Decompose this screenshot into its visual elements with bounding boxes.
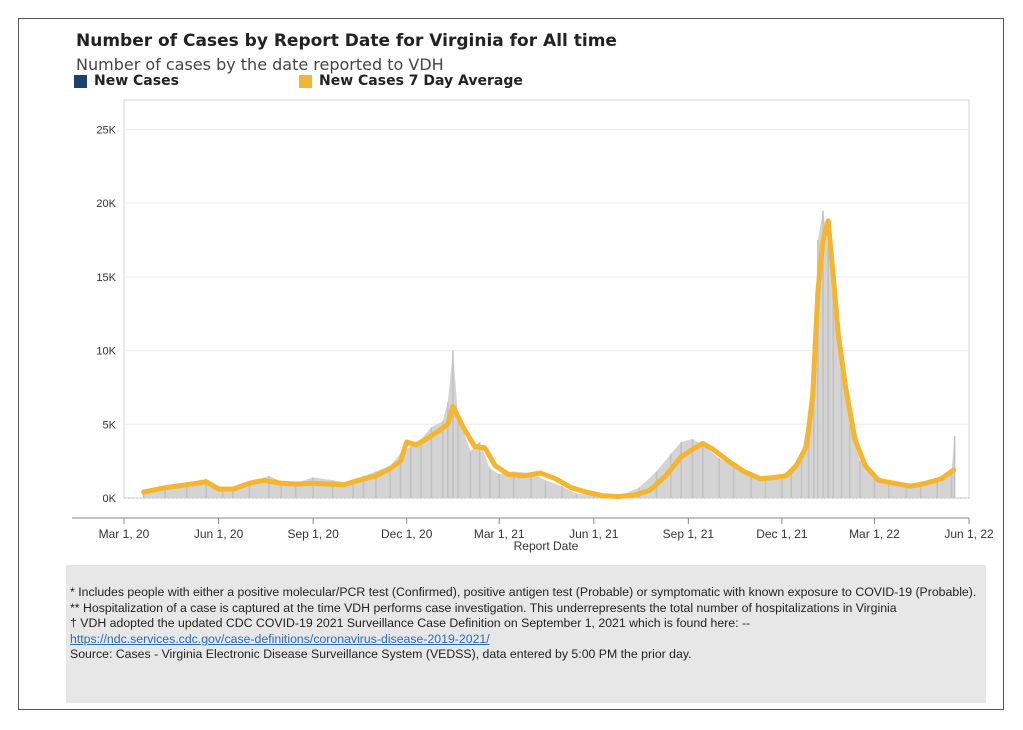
new-cases-bar — [410, 446, 412, 498]
cdc-definition-link[interactable]: https://ndc.services.cdc.gov/case-defini… — [70, 631, 490, 646]
y-tick-label: 0K — [103, 493, 117, 505]
new-cases-bar — [888, 483, 890, 498]
x-tick-label: Jun 1, 20 — [194, 527, 244, 541]
x-axis-label: Report Date — [514, 539, 579, 553]
new-cases-bar — [294, 483, 297, 498]
new-cases-bar — [457, 416, 459, 498]
legend-swatch-7-day-average — [299, 74, 312, 88]
new-cases-bar — [441, 421, 444, 498]
legend-item-new-cases[interactable]: New Cases — [74, 73, 179, 89]
new-cases-bar — [919, 481, 922, 498]
new-cases-bar — [430, 427, 433, 498]
chart-subtitle: Number of cases by the date reported to … — [76, 55, 444, 74]
chart-frame — [18, 18, 1004, 710]
new-cases-bar — [848, 424, 851, 498]
new-cases-bar — [905, 487, 908, 498]
new-cases-bar — [859, 461, 861, 498]
x-tick-label: Sep 1, 20 — [287, 527, 339, 541]
new-cases-bar — [352, 483, 355, 498]
new-cases-bar — [280, 481, 283, 498]
new-cases-bar — [142, 493, 145, 498]
new-cases-bar — [822, 210, 824, 499]
x-axis-ticks: Mar 1, 20 Jun 1, 20 Sep 1, 20 Dec 1, 20 Mar … — [99, 518, 994, 541]
new-cases-bar — [399, 453, 402, 498]
new-cases-bar — [478, 441, 481, 498]
new-cases-bar — [832, 291, 835, 498]
y-tick-label: 5K — [103, 419, 117, 431]
new-cases-bar — [680, 441, 682, 498]
new-cases-bars — [142, 210, 956, 499]
x-tick-label: Dec 1, 20 — [381, 527, 433, 541]
new-cases-bar — [670, 453, 672, 498]
new-cases-bar — [873, 478, 876, 498]
new-cases-bar — [781, 474, 783, 498]
legend-item-7-day-average[interactable]: New Cases 7 Day Average — [299, 73, 523, 89]
new-cases-bar — [800, 453, 803, 498]
new-cases-bar — [575, 493, 578, 498]
new-cases-bar — [248, 483, 251, 498]
footnote-confirmed: * Includes people with either a positive… — [70, 585, 977, 599]
x-tick-label: Mar 1, 21 — [474, 527, 525, 541]
new-cases-bar — [530, 472, 532, 498]
x-tick-label: Mar 1, 22 — [849, 527, 900, 541]
new-cases-bar — [362, 475, 365, 498]
new-cases-bar — [691, 439, 694, 498]
new-cases-bar — [312, 477, 314, 498]
new-cases-bar — [498, 474, 501, 498]
x-tick-label: Mar 1, 20 — [99, 527, 150, 541]
new-cases-bar — [389, 465, 392, 498]
x-tick-label: Jun 1, 21 — [569, 527, 619, 541]
footnote-hospitalization: ** Hospitalization of a case is captured… — [70, 600, 897, 615]
y-tick-label: 25K — [96, 124, 116, 136]
y-tick-label: 10K — [96, 346, 116, 358]
new-cases-bar — [953, 436, 956, 498]
new-cases-bar — [420, 439, 422, 498]
new-cases-bar — [221, 487, 224, 498]
new-cases-bar — [452, 350, 454, 498]
x-tick-label: Dec 1, 21 — [756, 527, 808, 541]
y-axis-ticks: 0K 5K 10K 15K 20K 25K — [96, 124, 116, 505]
new-cases-bar — [950, 469, 953, 498]
legend-label-7-day-average: New Cases 7 Day Average — [319, 73, 523, 89]
new-cases-bar — [469, 450, 472, 498]
new-cases-bar — [592, 495, 595, 498]
new-cases-bar — [561, 486, 563, 498]
new-cases-bar — [185, 483, 188, 498]
new-cases-bar — [447, 402, 449, 498]
new-cases-bar — [718, 458, 721, 498]
footnotes-panel: * Includes people with either a positive… — [66, 565, 986, 703]
new-cases-bar — [512, 471, 515, 498]
new-cases-bar — [936, 478, 938, 498]
new-cases-bar — [812, 365, 815, 498]
legend-swatch-new-cases — [74, 74, 87, 88]
new-cases-bar — [544, 480, 547, 498]
chart-title: Number of Cases by Report Date for Virgi… — [76, 31, 617, 51]
new-cases-bar — [701, 444, 704, 498]
new-cases-bar — [840, 365, 843, 498]
new-cases-bar — [807, 416, 810, 498]
footnote-case-definition: † VDH adopted the updated CDC COVID-19 2… — [70, 616, 751, 631]
legend-label-new-cases: New Cases — [94, 73, 179, 89]
new-cases-bar — [790, 471, 792, 498]
new-cases-bar — [205, 478, 208, 498]
new-cases-bar — [331, 480, 334, 498]
new-cases-bar — [268, 475, 270, 498]
new-cases-bar — [489, 468, 491, 498]
x-tick-label: Sep 1, 21 — [663, 527, 715, 541]
new-cases-bar — [164, 486, 166, 498]
new-cases-bar — [732, 467, 735, 498]
new-cases-bar — [375, 471, 377, 498]
seven-day-average-line — [141, 218, 957, 500]
new-cases-bar — [827, 247, 829, 498]
footnote-source: Source: Cases - Virginia Electronic Dise… — [70, 647, 692, 662]
y-tick-label: 15K — [96, 272, 116, 284]
new-cases-bar — [750, 475, 752, 498]
new-cases-bar — [232, 487, 234, 498]
new-cases-bar — [764, 477, 767, 498]
chart-plot: 0K 5K 10K 15K 20K 25K Mar 1, 20 Jun 1, 20 Sep 1… — [72, 99, 994, 553]
new-cases-bar — [817, 240, 819, 498]
y-tick-label: 20K — [96, 198, 116, 210]
x-tick-label: Jun 1, 22 — [944, 527, 994, 541]
